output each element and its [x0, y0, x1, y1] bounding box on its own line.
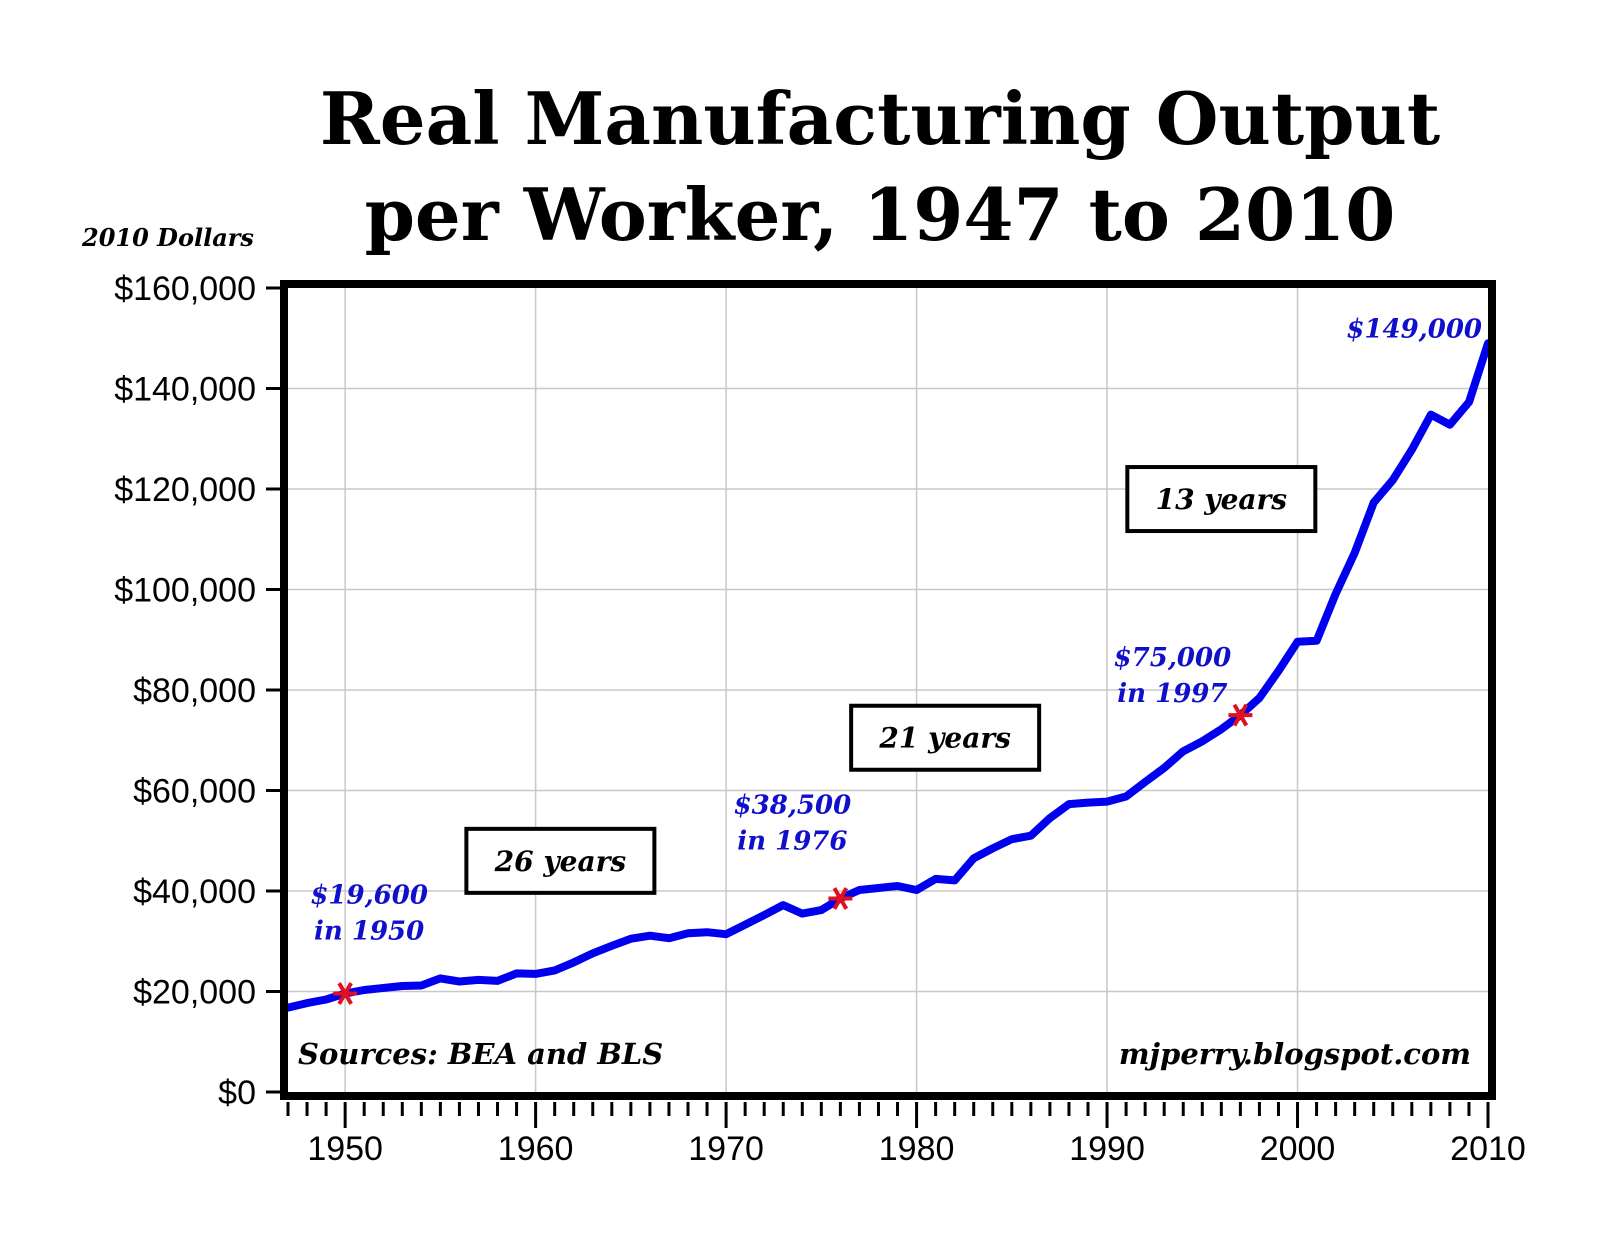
x-tick-label: 1980	[879, 1130, 955, 1168]
y-tick-label: $100,000	[114, 572, 256, 610]
marker-stroke	[1232, 703, 1249, 727]
y-axis-unit-label: 2010 Dollars	[81, 223, 254, 252]
highlight-markers	[333, 703, 1253, 1005]
end-value-label: $149,000	[1346, 314, 1482, 344]
interval-box: 26 years	[464, 826, 657, 895]
y-axis-ticks: $0 $20,000 $40,000 $60,000 $80,000 $100,000 $1…	[114, 270, 282, 1112]
credit-note: mjperry.blogspot.com	[1119, 1037, 1471, 1071]
point-annotation-value: $38,500	[734, 791, 852, 821]
annotations: $19,600 in 1950 $38,500 in 1976 $75,000 in 19…	[310, 314, 1482, 946]
y-tick-label: $140,000	[114, 371, 256, 409]
interval-boxes: 26 years 21 years 13 years	[464, 465, 1318, 895]
interval-box: 13 years	[1125, 465, 1318, 534]
marker-stroke	[337, 982, 353, 1005]
x-tick-label: 1990	[1069, 1130, 1145, 1168]
series-group	[284, 339, 1492, 1012]
chart-title-line-1: Real Manufacturing Output	[320, 76, 1440, 161]
interval-box-frame	[849, 703, 1042, 772]
x-tick-label: 2010	[1450, 1130, 1526, 1168]
y-tick-label: $160,000	[114, 270, 256, 308]
interval-box: 21 years	[849, 703, 1042, 772]
gridlines	[288, 288, 1488, 1092]
y-tick-label: $20,000	[133, 974, 256, 1012]
point-annotation-value: $75,000	[1114, 643, 1232, 673]
point-annotation-value: $19,600	[310, 881, 428, 911]
highlight-marker	[1228, 703, 1253, 727]
y-tick-label: $0	[218, 1074, 256, 1112]
y-tick-label: $40,000	[133, 873, 256, 911]
point-annotation-year: in 1976	[737, 827, 847, 857]
x-tick-label: 1970	[688, 1130, 764, 1168]
chart-title-line-2: per Worker, 1947 to 2010	[365, 172, 1396, 257]
interval-box-label: 21 years	[878, 722, 1011, 755]
interval-box-label: 13 years	[1156, 483, 1288, 516]
y-tick-label: $120,000	[114, 471, 256, 509]
marker-stroke	[832, 887, 849, 910]
series-line	[284, 339, 1492, 1012]
x-tick-label: 2000	[1260, 1130, 1336, 1168]
source-note: Sources: BEA and BLS	[298, 1037, 663, 1071]
point-annotation-year: in 1950	[314, 917, 424, 947]
highlight-marker	[333, 982, 358, 1005]
interval-box-frame	[464, 826, 657, 895]
x-tick-label: 1950	[307, 1130, 383, 1168]
y-tick-label: $80,000	[133, 672, 256, 710]
highlight-marker	[828, 887, 853, 910]
x-axis-ticks: 1950 1960 1970 1980 1990 2000 2010	[286, 1102, 1526, 1168]
x-tick-label: 1960	[498, 1130, 574, 1168]
point-annotation-year: in 1997	[1117, 679, 1227, 709]
y-tick-label: $60,000	[133, 773, 256, 811]
plot-frame	[280, 280, 1496, 1100]
interval-box-frame	[1125, 465, 1318, 534]
interval-box-label: 26 years	[494, 845, 627, 878]
